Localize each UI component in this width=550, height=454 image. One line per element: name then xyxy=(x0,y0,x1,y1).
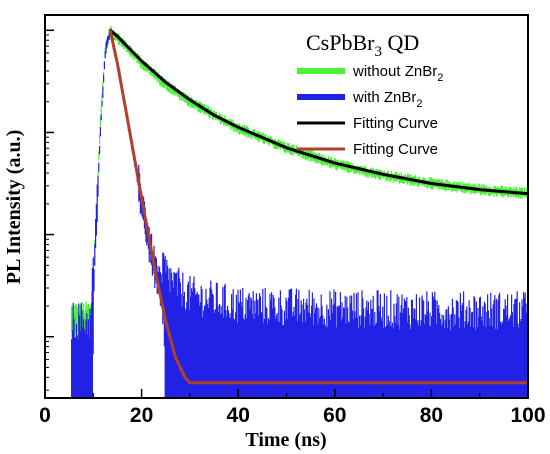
legend-label-with_ZnBr2: with ZnBr2 xyxy=(352,89,422,110)
series-layer xyxy=(71,26,529,398)
x-tick-label-100: 100 xyxy=(510,404,545,427)
ticks-layer: 0 20 40 60 80 100 xyxy=(39,29,546,427)
fit-curve-fit_with xyxy=(108,29,528,385)
y-axis-title: PL Intensity (a.u.) xyxy=(3,130,25,284)
chart-title: CsPbBr3 QD xyxy=(306,30,419,60)
legend-label-fit_without: Fitting Curve xyxy=(353,115,438,132)
legend-label-without_ZnBr2: without ZnBr2 xyxy=(352,63,443,84)
x-axis-title: Time (ns) xyxy=(245,429,326,451)
series-with_ZnBr2 xyxy=(71,28,529,398)
x-tick-label-80: 80 xyxy=(420,404,443,427)
band-with_ZnBr2 xyxy=(71,28,529,398)
x-tick-label-40: 40 xyxy=(227,404,250,427)
legend: without ZnBr2 with ZnBr2 Fitting Curve Fitt… xyxy=(297,63,443,158)
x-tick-label-0: 0 xyxy=(39,404,51,427)
x-tick-label-60: 60 xyxy=(323,404,346,427)
x-tick-label-20: 20 xyxy=(130,404,153,427)
fit-curve-fit_without xyxy=(109,29,529,196)
legend-label-fit_with: Fitting Curve xyxy=(353,141,438,158)
